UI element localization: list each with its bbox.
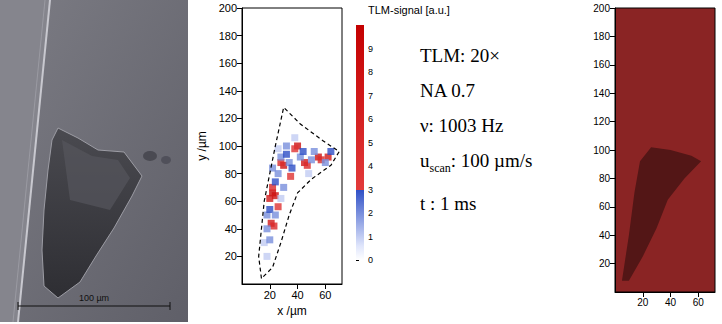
svg-text:200: 200 bbox=[219, 2, 237, 14]
svg-text:80: 80 bbox=[225, 168, 237, 180]
svg-text:60: 60 bbox=[693, 297, 705, 308]
svg-text:40: 40 bbox=[225, 223, 237, 235]
svg-text:200: 200 bbox=[593, 3, 610, 14]
svg-text:1: 1 bbox=[368, 232, 373, 242]
svg-text:40: 40 bbox=[291, 289, 303, 301]
svg-text:3: 3 bbox=[368, 185, 373, 195]
svg-text:0: 0 bbox=[368, 255, 373, 265]
svg-text:80: 80 bbox=[599, 173, 611, 184]
svg-text:20: 20 bbox=[599, 258, 611, 269]
svg-text:6: 6 bbox=[368, 114, 373, 124]
svg-text:20: 20 bbox=[225, 250, 237, 262]
svg-text:100: 100 bbox=[219, 140, 237, 152]
svg-text:y /µm: y /µm bbox=[195, 131, 209, 161]
svg-text:140: 140 bbox=[219, 85, 237, 97]
svg-text:160: 160 bbox=[593, 59, 610, 70]
html-text:NA 0.7: NA 0.7 bbox=[420, 80, 475, 101]
svg-text:120: 120 bbox=[593, 116, 610, 127]
svg-text:60: 60 bbox=[225, 195, 237, 207]
svg-text:40: 40 bbox=[665, 297, 677, 308]
svg-text:180: 180 bbox=[593, 31, 610, 42]
html-text:uscan: 100 µm/s: uscan: 100 µm/s bbox=[420, 150, 533, 175]
svg-text:4: 4 bbox=[368, 161, 373, 171]
svg-text:5: 5 bbox=[368, 138, 373, 148]
svg-text:120: 120 bbox=[219, 112, 237, 124]
svg-text:8: 8 bbox=[368, 67, 373, 77]
svg-text:20: 20 bbox=[637, 297, 649, 308]
svg-text:60: 60 bbox=[599, 201, 611, 212]
svg-text:160: 160 bbox=[219, 57, 237, 69]
svg-text:20: 20 bbox=[264, 289, 276, 301]
html-text:ν: 1003 Hz: ν: 1003 Hz bbox=[420, 115, 504, 136]
svg-text:7: 7 bbox=[368, 91, 373, 101]
svg-text:100 µm: 100 µm bbox=[79, 293, 109, 303]
svg-text:TLM-signal [a.u.]: TLM-signal [a.u.] bbox=[368, 4, 450, 16]
svg-text:40: 40 bbox=[599, 230, 611, 241]
svg-text:180: 180 bbox=[219, 30, 237, 42]
svg-text:9: 9 bbox=[368, 44, 373, 54]
svg-text:100: 100 bbox=[593, 145, 610, 156]
svg-text:140: 140 bbox=[593, 88, 610, 99]
html-text:TLM: 20×: TLM: 20× bbox=[420, 45, 500, 66]
svg-text:x /µm: x /µm bbox=[277, 304, 307, 318]
html-text:t : 1 ms: t : 1 ms bbox=[420, 192, 477, 214]
svg-text:60: 60 bbox=[319, 289, 331, 301]
svg-text:2: 2 bbox=[368, 208, 373, 218]
